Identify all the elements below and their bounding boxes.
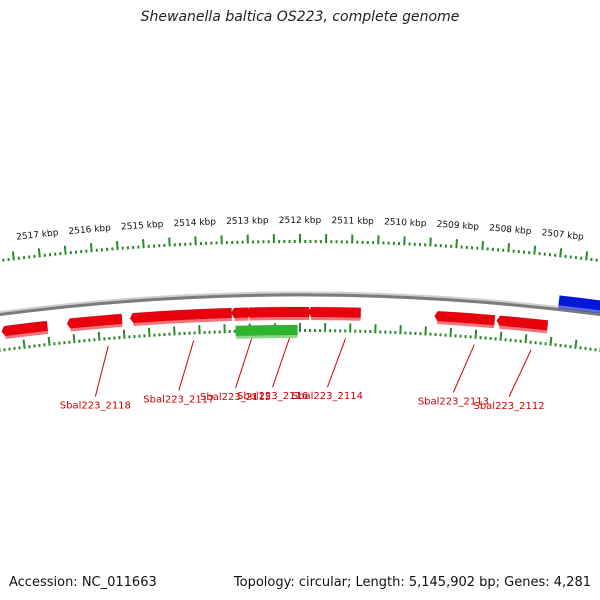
gene-label: Sbal223_2115 xyxy=(200,392,271,403)
ruler-label: 2516 kbp xyxy=(68,223,111,237)
callout-line xyxy=(452,344,475,393)
gene-label: Sbal223_2118 xyxy=(60,400,131,411)
inner-tick xyxy=(449,327,453,338)
gene-features xyxy=(1,295,600,339)
inner-tick xyxy=(474,329,478,339)
outer-tick xyxy=(142,239,145,249)
gene-shadow xyxy=(133,318,232,327)
ruler-label: 2517 kbp xyxy=(16,228,60,243)
inner-tick xyxy=(47,336,51,346)
outer-tick xyxy=(507,243,511,253)
gene-shadow xyxy=(234,317,249,321)
genome-backbone xyxy=(0,291,600,317)
accession-label: Accession: NC_011663 xyxy=(9,575,157,590)
gene-label: Sbal223_2114 xyxy=(292,391,363,402)
gene-Sbal223_2116[interactable] xyxy=(245,306,310,318)
gene-label: Sbal223_2117 xyxy=(143,394,214,405)
ruler-label: 2510 kbp xyxy=(384,217,427,229)
outer-tick xyxy=(63,245,67,255)
gene-label: Sbal223_2116 xyxy=(237,391,308,402)
gene-shadow xyxy=(558,305,600,314)
inner-tick xyxy=(499,331,503,341)
callout-line xyxy=(508,349,532,398)
backbone-line xyxy=(0,293,600,317)
gene-shadow xyxy=(5,330,49,339)
genome-title: Shewanella baltica OS223, complete genom… xyxy=(140,9,460,25)
outer-ruler-labels: 2507 kbp 2508 kbp 2509 kbp 2510 kbp 2511 kbp… xyxy=(16,216,585,243)
gene-shadow xyxy=(311,317,361,321)
callout-line xyxy=(178,340,195,391)
inner-tick xyxy=(549,336,553,346)
genome-summary: Topology: circular; Length: 5,145,902 bp… xyxy=(233,575,591,590)
gene-shadow xyxy=(437,321,495,329)
inner-tick xyxy=(97,331,101,341)
ruler-label: 2514 kbp xyxy=(173,217,216,229)
outer-tick xyxy=(481,240,485,251)
gene-feature[interactable] xyxy=(558,295,600,316)
gene-shadow xyxy=(235,335,298,339)
ruler-label: 2509 kbp xyxy=(436,220,479,233)
outer-tick xyxy=(585,251,589,261)
ruler-label: 2512 kbp xyxy=(279,216,322,226)
gene-Sbal223_2114[interactable] xyxy=(307,306,362,319)
outer-tick xyxy=(89,243,93,253)
gene-shadow xyxy=(70,323,123,332)
gene-Sbal223_2115[interactable] xyxy=(235,324,298,337)
gene-shadow xyxy=(249,317,310,321)
ruler-label: 2513 kbp xyxy=(226,216,269,227)
gene-label: Sbal223_2113 xyxy=(418,396,489,407)
inner-tick xyxy=(72,334,76,344)
inner-tick xyxy=(122,329,126,339)
gene-Sbal223_2112[interactable] xyxy=(496,315,549,331)
gene-label: Sbal223_2112 xyxy=(473,401,544,412)
callout-line xyxy=(235,338,253,389)
ruler-label: 2508 kbp xyxy=(489,223,532,237)
gene-shadow xyxy=(499,325,548,334)
callout-line xyxy=(326,338,347,388)
outer-tick xyxy=(115,240,119,251)
outer-tick xyxy=(559,248,563,258)
gene-feature[interactable] xyxy=(230,307,249,319)
inner-tick xyxy=(574,339,578,349)
outer-tick xyxy=(11,251,15,261)
gene-callouts: Sbal223_2112Sbal223_2113Sbal223_2114Sbal… xyxy=(60,337,545,412)
inner-tick xyxy=(22,339,26,349)
outer-tick xyxy=(533,245,537,255)
ruler-label: 2507 kbp xyxy=(541,228,585,243)
outer-ruler xyxy=(2,234,598,262)
inner-tick xyxy=(524,334,528,344)
outer-tick xyxy=(455,239,458,249)
ruler-label: 2515 kbp xyxy=(121,220,164,233)
inner-tick xyxy=(147,327,151,338)
outer-tick xyxy=(37,248,41,258)
callout-line xyxy=(94,345,109,397)
callout-line xyxy=(272,337,290,388)
ruler-label: 2511 kbp xyxy=(331,216,374,227)
